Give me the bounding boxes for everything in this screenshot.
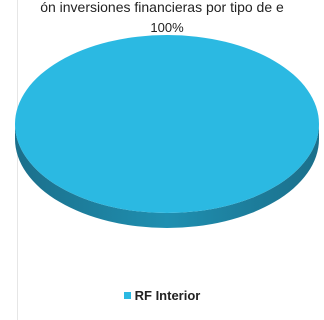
data-label: 100% (150, 20, 184, 35)
pie-slice (15, 35, 319, 213)
legend-item: RF Interior (123, 288, 201, 303)
legend: RF Interior (0, 287, 324, 303)
legend-label: RF Interior (134, 288, 201, 303)
pie-slice-side (15, 124, 319, 228)
chart-border-line (17, 0, 18, 320)
legend-swatch (123, 292, 131, 299)
chart-title: ón inversiones financieras por tipo de e (40, 0, 284, 15)
